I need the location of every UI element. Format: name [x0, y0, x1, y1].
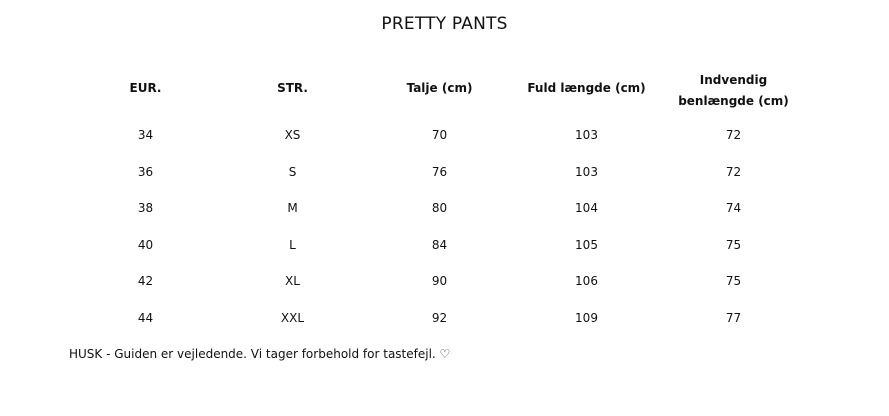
- page-title: PRETTY PANTS: [381, 14, 508, 34]
- table-cell: 38: [137, 201, 154, 216]
- table-cell: L: [289, 237, 296, 252]
- table-row: 42 XL 90 106 75: [72, 263, 807, 300]
- table-cell: 44: [137, 310, 154, 325]
- table-row: 44 XXL 92 109 77: [72, 300, 807, 337]
- table-cell: 70: [431, 128, 448, 143]
- table-cell: 76: [431, 164, 448, 179]
- table-cell: 75: [725, 237, 742, 252]
- table-cell: XXL: [280, 310, 305, 325]
- table-cell: 36: [137, 164, 154, 179]
- table-cell: 34: [137, 128, 154, 143]
- table-cell: 42: [137, 274, 154, 289]
- table-cell: 80: [431, 201, 448, 216]
- table-cell: 75: [725, 274, 742, 289]
- table-cell: 106: [575, 274, 598, 289]
- table-cell: 103: [575, 164, 598, 179]
- table-cell: 90: [431, 274, 448, 289]
- header-talje: Talje (cm): [406, 81, 473, 95]
- table-cell: 92: [431, 310, 448, 325]
- table-row: 36 S 76 103 72: [72, 154, 807, 191]
- table-cell: 40: [137, 237, 154, 252]
- table-row: 38 M 80 104 74: [72, 190, 807, 227]
- header-fuld-laengde: Fuld længde (cm): [527, 81, 646, 95]
- table-cell: 72: [725, 164, 742, 179]
- header-eur: EUR.: [129, 81, 162, 95]
- table-cell: XL: [285, 274, 300, 289]
- header-row: EUR. STR. Talje (cm) Fuld længde (cm) In…: [72, 60, 807, 117]
- table-cell: 77: [725, 310, 742, 325]
- table-cell: 109: [575, 310, 598, 325]
- size-table: EUR. STR. Talje (cm) Fuld længde (cm) In…: [72, 60, 807, 336]
- table-cell: XS: [284, 128, 301, 143]
- table-cell: 103: [575, 128, 598, 143]
- header-str: STR.: [277, 81, 308, 95]
- table-row: 34 XS 70 103 72: [72, 117, 807, 154]
- table-row: 40 L 84 105 75: [72, 227, 807, 264]
- disclaimer-note: HUSK - Guiden er vejledende. Vi tager fo…: [69, 347, 451, 361]
- table-cell: 104: [575, 201, 598, 216]
- table-cell: 74: [725, 201, 742, 216]
- table-cell: S: [288, 164, 297, 179]
- table-cell: 84: [431, 237, 448, 252]
- table-cell: 105: [575, 237, 598, 252]
- table-cell: M: [287, 201, 298, 216]
- table-cell: 72: [725, 128, 742, 143]
- header-indvendig-benlaengde: Indvendig benlængde (cm): [678, 72, 789, 108]
